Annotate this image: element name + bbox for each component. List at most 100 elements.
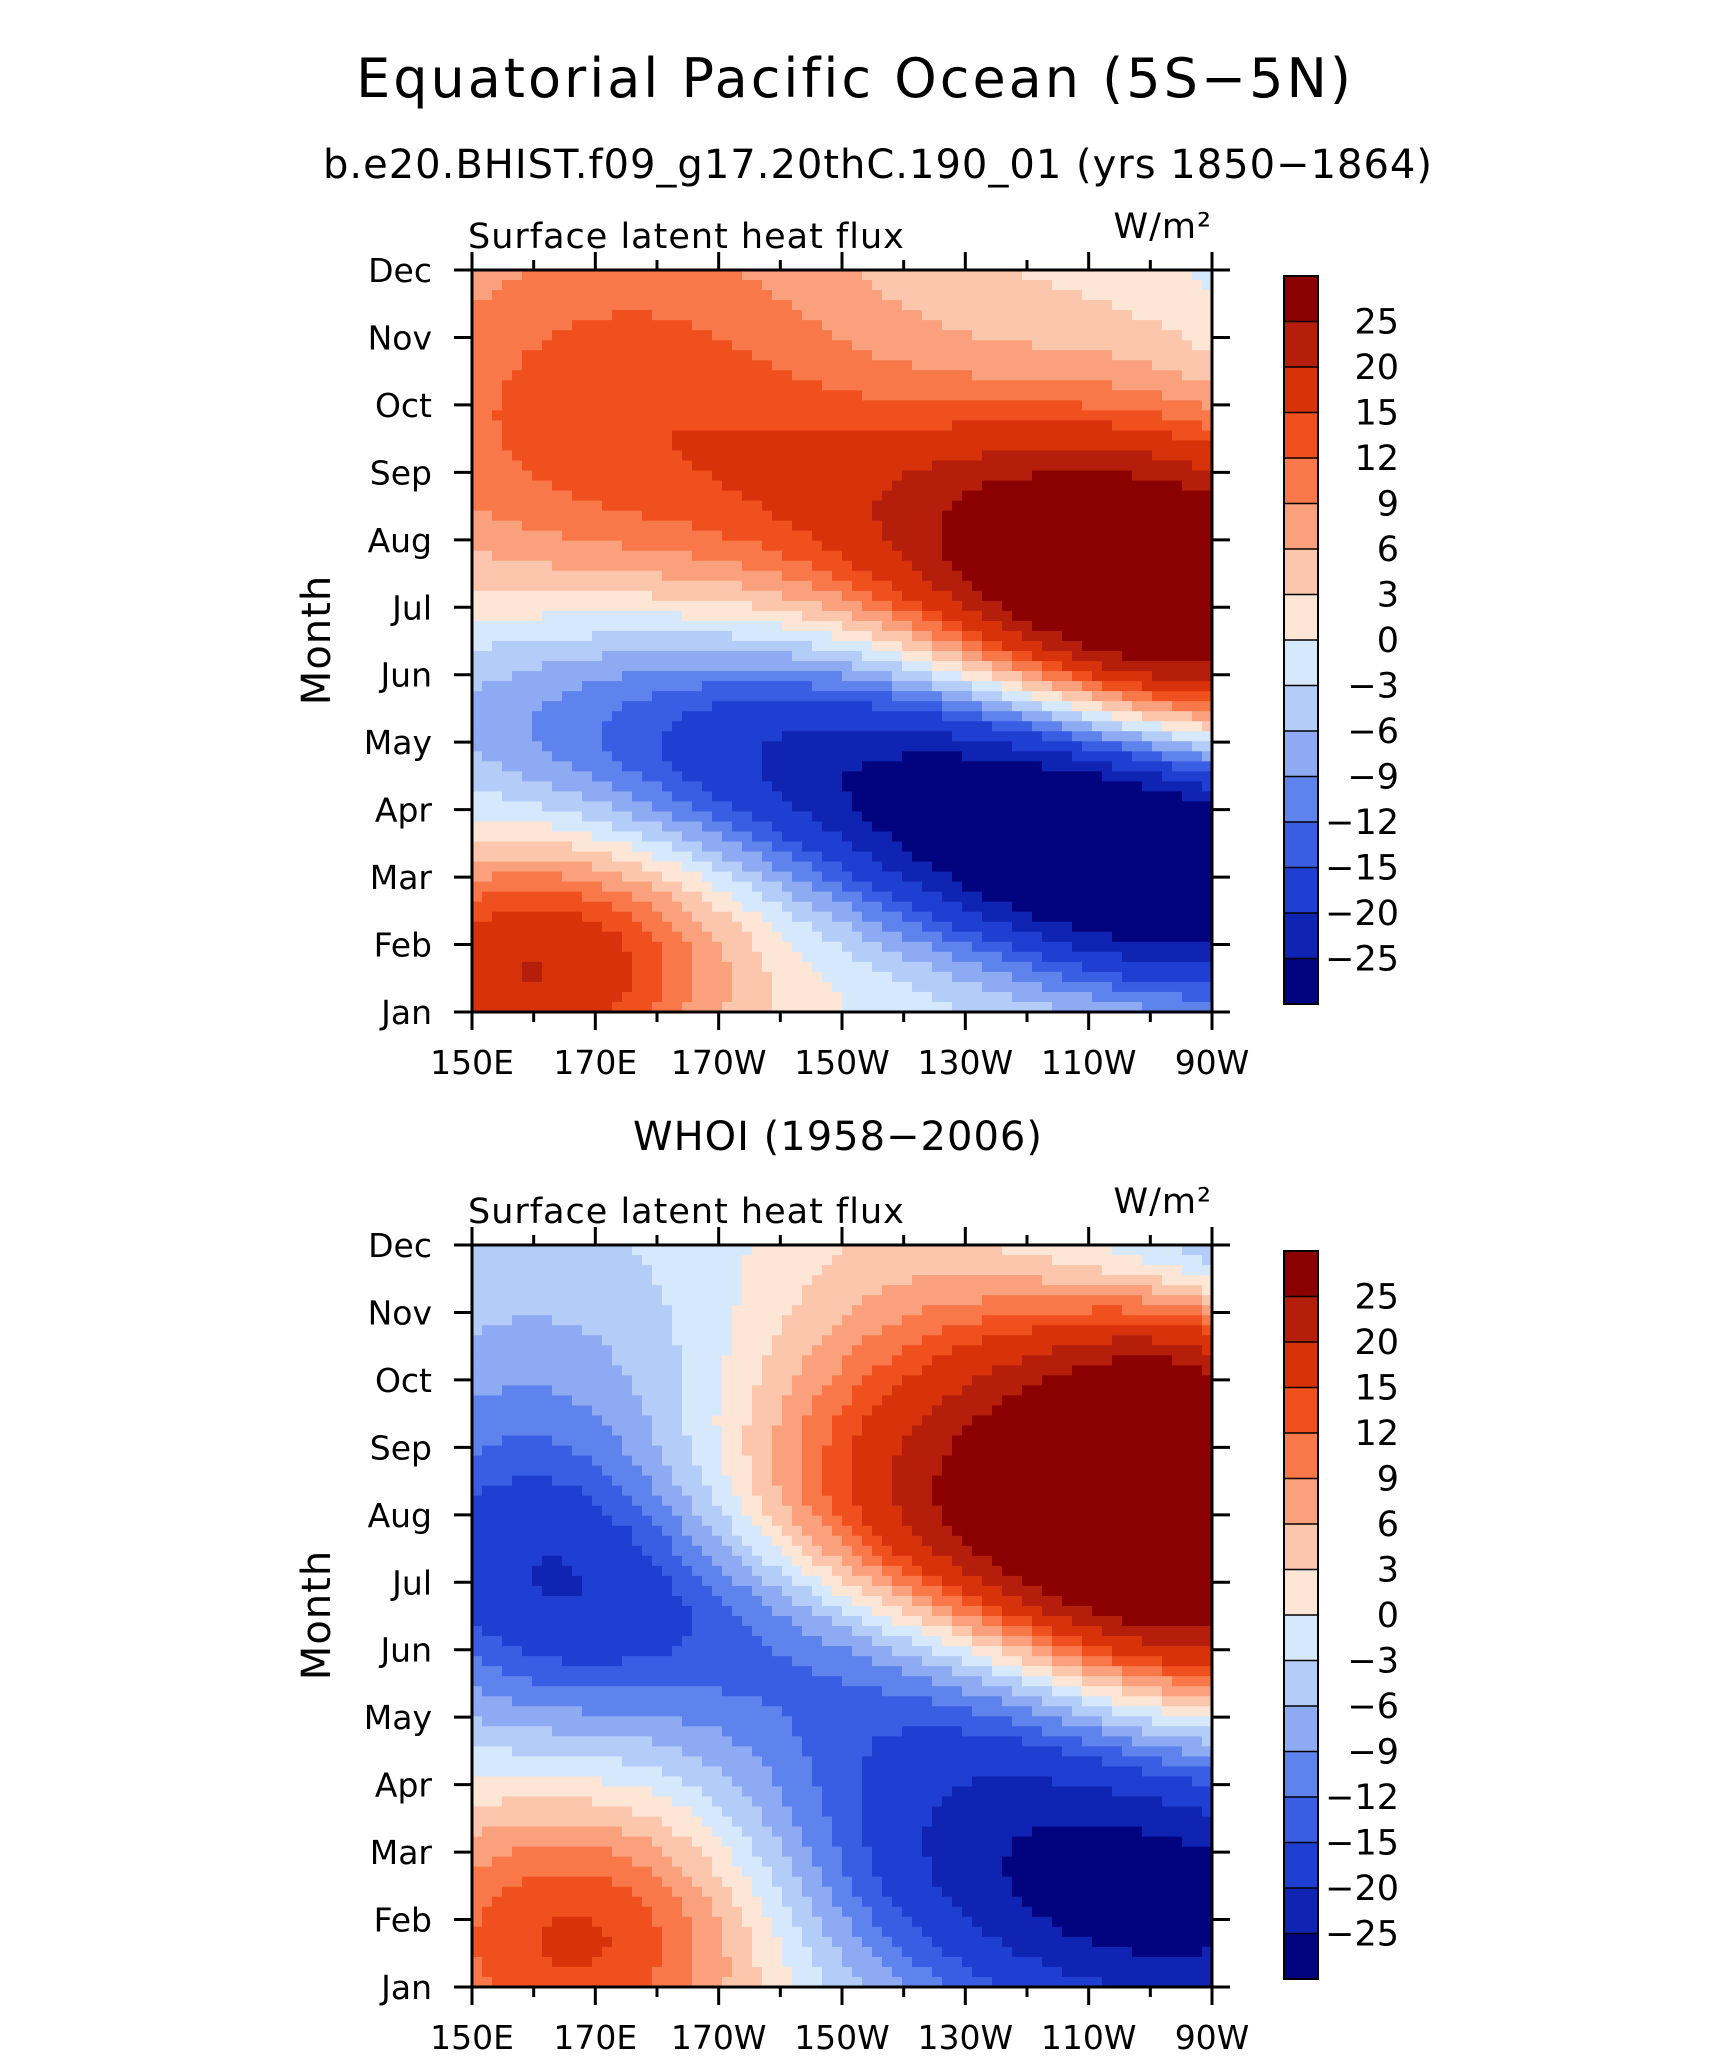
contour-cell — [852, 801, 863, 813]
contour-cell — [1022, 440, 1033, 452]
contour-cell — [922, 861, 933, 873]
contour-cell — [972, 701, 983, 712]
contour-cell — [852, 781, 863, 793]
contour-cell — [982, 390, 993, 401]
contour-cell — [502, 961, 513, 973]
contour-cell — [702, 400, 713, 411]
contour-cell — [1062, 630, 1073, 642]
contour-cell — [562, 691, 573, 702]
contour-cell — [762, 630, 773, 642]
contour-cell — [592, 400, 603, 411]
contour-cell — [672, 270, 683, 281]
contour-cell — [1142, 580, 1153, 592]
contour-cell — [522, 881, 533, 893]
contour-cell — [782, 681, 793, 692]
contour-cell — [862, 671, 873, 682]
contour-cell — [552, 520, 563, 532]
contour-cell — [762, 901, 773, 913]
contour-cell — [522, 390, 533, 401]
contour-cell — [732, 270, 743, 281]
contour-cell — [622, 821, 633, 833]
contour-cell — [502, 410, 513, 422]
contour-cell — [472, 300, 483, 311]
contour-cell — [882, 661, 893, 672]
contour-cell — [782, 781, 793, 793]
contour-cell — [812, 310, 823, 321]
contour-cell — [1112, 1001, 1123, 1013]
contour-cell — [1082, 560, 1093, 572]
contour-cell — [842, 460, 853, 472]
contour-cell — [502, 570, 513, 582]
contour-cell — [842, 711, 853, 722]
contour-cell — [782, 791, 793, 803]
contour-cell — [542, 370, 553, 381]
contour-cell — [1102, 330, 1113, 341]
contour-cell — [542, 430, 553, 442]
contour-cell — [1012, 881, 1023, 893]
contour-cell — [722, 971, 733, 983]
contour-cell — [562, 560, 573, 572]
contour-cell — [622, 681, 633, 692]
contour-cell — [652, 510, 663, 522]
contour-cell — [512, 440, 523, 452]
contour-cell — [592, 520, 603, 532]
contour-cell — [1082, 550, 1093, 562]
contour-cell — [822, 651, 833, 662]
contour-cell — [882, 761, 893, 772]
contour-cell — [562, 580, 573, 592]
contour-cell — [532, 881, 543, 893]
contour-cell — [922, 661, 933, 672]
contour-cell — [902, 270, 913, 281]
contour-cell — [812, 290, 823, 301]
contour-cell — [762, 911, 773, 923]
contour-cell — [942, 681, 953, 692]
contour-cell — [1012, 1001, 1023, 1013]
contour-cell — [962, 721, 973, 732]
contour-cell — [642, 761, 653, 772]
contour-cell — [1042, 470, 1053, 482]
contour-cell — [612, 610, 623, 622]
contour-cell — [512, 470, 523, 482]
contour-cell — [1102, 721, 1113, 732]
contour-cell — [652, 560, 663, 572]
contour-cell — [612, 761, 623, 772]
contour-cell — [902, 751, 913, 762]
contour-cell — [532, 871, 543, 883]
contour-cell — [482, 741, 493, 752]
contour-cell — [962, 310, 973, 321]
contour-cell — [892, 841, 903, 853]
contour-cell — [1012, 380, 1023, 391]
contour-cell — [1092, 450, 1103, 462]
contour-cell — [552, 380, 563, 391]
contour-cell — [862, 881, 873, 893]
contour-cell — [842, 781, 853, 793]
contour-cell — [552, 811, 563, 823]
contour-cell — [622, 580, 633, 592]
contour-cell — [922, 380, 933, 391]
contour-cell — [972, 460, 983, 472]
contour-cell — [652, 981, 663, 993]
contour-cell — [862, 630, 873, 642]
contour-cell — [1012, 430, 1023, 442]
contour-cell — [702, 981, 713, 993]
contour-cell — [932, 320, 943, 331]
contour-cell — [732, 711, 743, 722]
contour-cell — [642, 731, 653, 742]
contour-cell — [942, 881, 953, 893]
contour-cell — [522, 711, 533, 722]
contour-cell — [932, 651, 943, 662]
contour-cell — [632, 941, 643, 953]
contour-cell — [1002, 881, 1013, 893]
contour-cell — [622, 550, 633, 562]
contour-cell — [1062, 290, 1073, 301]
contour-cell — [892, 751, 903, 762]
contour-cell — [1132, 981, 1143, 993]
contour-cell — [522, 921, 533, 933]
contour-cell — [712, 671, 723, 682]
contour-cell — [682, 741, 693, 752]
contour-cell — [712, 270, 723, 281]
contour-cell — [822, 600, 833, 612]
contour-cell — [902, 741, 913, 752]
contour-cell — [532, 610, 543, 622]
contour-cell — [1032, 811, 1043, 823]
